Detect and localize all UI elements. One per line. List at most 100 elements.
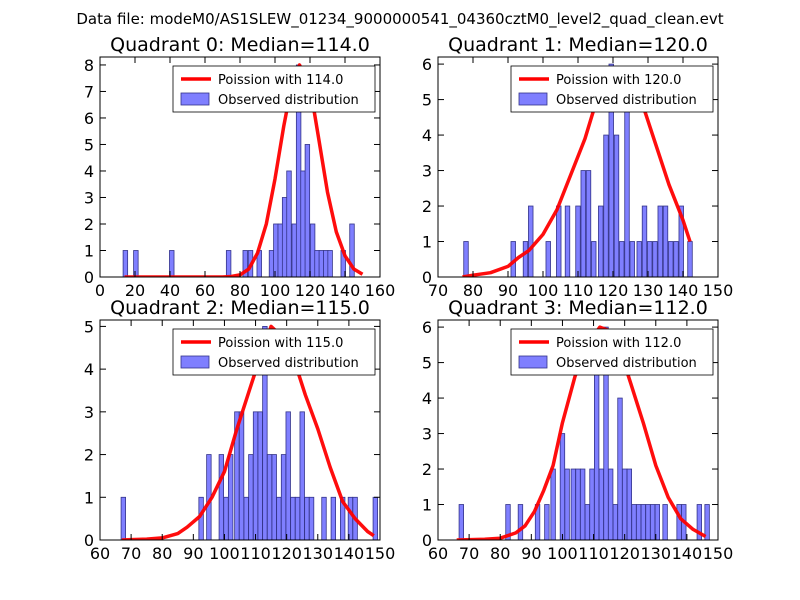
histogram-bar: [120, 496, 126, 540]
histogram-bar: [556, 205, 562, 277]
x-tick-label: 130: [303, 544, 334, 563]
y-tick-label: 3: [84, 188, 94, 207]
x-tick-label: 80: [490, 544, 510, 563]
histogram-bar: [662, 205, 669, 277]
histogram-bar: [591, 241, 597, 277]
x-tick-label: 110: [563, 281, 594, 300]
histogram-bar: [223, 496, 229, 540]
histogram-bar: [347, 496, 354, 540]
figure-suptitle: Data file: modeM0/AS1SLEW_01234_90000005…: [76, 10, 723, 29]
histogram-bar: [276, 496, 282, 540]
subplot-quadrant-1: Quadrant 1: Median=120.070 80 90 100 110 120 1…: [422, 34, 733, 300]
y-tick-label: 5: [84, 317, 94, 336]
histogram-bar: [517, 504, 524, 540]
histogram-bar: [564, 468, 570, 540]
histogram-bars: [122, 64, 355, 277]
x-tick-label: 80: [230, 281, 250, 300]
y-tick-label: 5: [84, 135, 94, 154]
legend-label-poisson: Poission with 112.0: [556, 336, 681, 351]
legend: Poission with 115.0 Observed distribution: [172, 328, 376, 376]
axes-frame: [99, 319, 381, 541]
x-tick-label: 110: [578, 544, 609, 563]
histogram-bar: [304, 496, 310, 540]
histogram-bar: [636, 504, 642, 540]
histogram-bar: [636, 241, 642, 277]
histogram-bar: [133, 250, 139, 277]
x-tick-label: 100: [528, 281, 559, 300]
chart-title: Quadrant 3: Median=112.0: [448, 297, 708, 319]
histogram-bar: [309, 223, 316, 277]
poisson-curve: [462, 65, 692, 277]
histogram-bar: [228, 454, 234, 540]
histogram-bar: [640, 504, 646, 540]
x-tick-label: 90: [183, 544, 203, 563]
chart-title: Quadrant 1: Median=120.0: [448, 34, 708, 56]
y-tick-label: 5: [422, 91, 432, 110]
histogram-bar: [580, 468, 586, 540]
x-tick-label: 40: [160, 281, 180, 300]
x-tick-label: 70: [121, 544, 141, 563]
histogram-bar: [323, 250, 329, 277]
legend-label-observed: Observed distribution: [218, 356, 359, 371]
x-tick-label: 100: [547, 544, 578, 563]
histogram-bar: [650, 504, 656, 540]
histogram-bar: [652, 241, 658, 277]
histogram-bar: [291, 223, 297, 277]
histogram-bar: [603, 134, 609, 277]
legend: Poission with 114.0 Observed distribution: [172, 65, 376, 113]
histogram-bar: [299, 411, 305, 540]
x-tick-label: 0: [95, 281, 105, 300]
y-tick-label: 1: [84, 241, 94, 260]
histogram-bar: [294, 496, 301, 540]
legend-label-poisson: Poission with 115.0: [218, 336, 343, 351]
histogram-bar: [613, 134, 620, 277]
histogram-bar: [608, 468, 614, 540]
x-tick-label: 140: [668, 281, 699, 300]
y-tick-label: 1: [84, 488, 94, 507]
y-tick-label: 4: [84, 162, 94, 181]
chart-title: Quadrant 0: Median=114.0: [110, 34, 370, 56]
x-tick-label: 20: [125, 281, 145, 300]
histogram-bar: [280, 454, 287, 540]
y-tick-label: 2: [422, 197, 432, 216]
histogram-bar: [647, 241, 653, 277]
histogram-bar: [564, 205, 571, 277]
histogram-bar: [631, 504, 637, 540]
histogram-bar: [645, 504, 651, 540]
y-tick-label: 4: [84, 360, 94, 379]
x-tick-label: 150: [365, 544, 396, 563]
histogram-bar: [589, 468, 595, 540]
histogram-bar: [668, 241, 674, 277]
histogram-bar: [277, 223, 283, 277]
histogram-bar: [522, 241, 529, 277]
histogram-bar: [704, 504, 710, 540]
histogram-bar: [617, 397, 623, 540]
legend: Poission with 112.0 Observed distribution: [510, 328, 714, 376]
y-tick-label: 3: [422, 425, 432, 444]
histogram-bar: [218, 454, 224, 540]
x-tick-label: 60: [195, 281, 215, 300]
histogram-bar: [657, 205, 663, 277]
histogram-bar: [327, 250, 333, 277]
histogram-bar: [612, 504, 618, 540]
x-tick-label: 70: [459, 544, 479, 563]
histogram-bar: [559, 433, 566, 540]
histogram-bar: [570, 468, 576, 540]
histogram-bar: [624, 99, 630, 277]
legend-label-observed: Observed distribution: [218, 93, 359, 108]
histogram-bar: [266, 454, 273, 540]
histogram-bar: [550, 468, 556, 540]
x-tick-label: 80: [463, 281, 483, 300]
histogram-bar: [225, 250, 232, 277]
histogram-bar: [314, 250, 320, 277]
y-tick-label: 0: [84, 268, 94, 287]
histogram-bar: [545, 241, 551, 277]
y-tick-label: 6: [422, 55, 432, 74]
y-tick-label: 6: [84, 109, 94, 128]
histogram-bar: [290, 496, 296, 540]
histogram-bars: [463, 63, 693, 277]
subplot-quadrant-3: Quadrant 3: Median=112.060 70 80 90 100 110 12…: [422, 297, 733, 563]
histogram-bar: [662, 504, 668, 540]
histogram-bar: [273, 223, 279, 277]
